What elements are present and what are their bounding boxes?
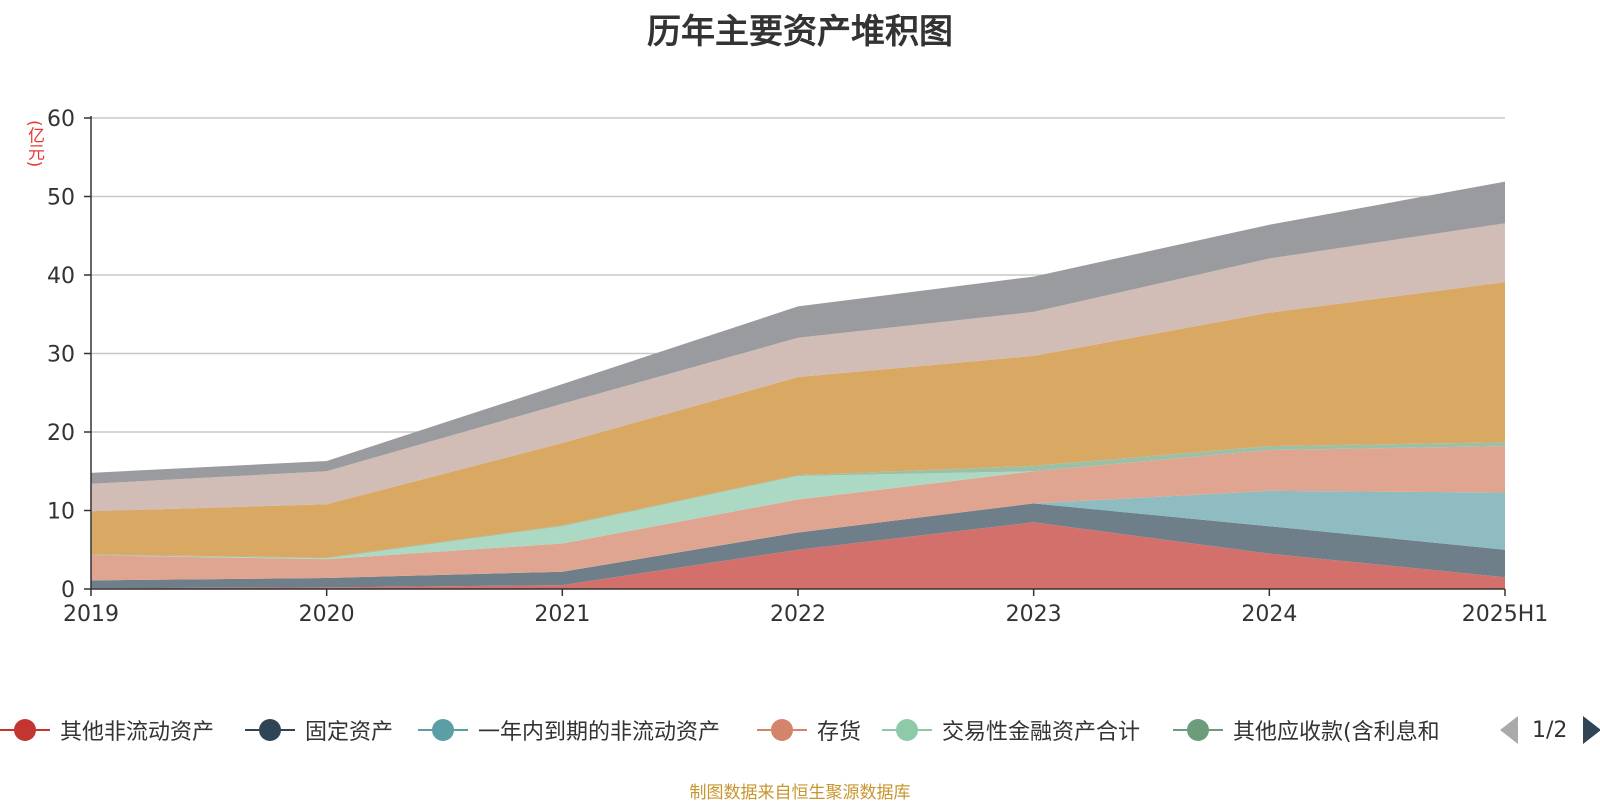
x-tick-label: 2022 — [770, 602, 826, 627]
x-tick-label: 2023 — [1006, 602, 1062, 627]
legend-marker-icon — [418, 712, 468, 748]
legend-label: 一年内到期的非流动资产 — [478, 720, 721, 745]
y-tick-label: 10 — [47, 500, 75, 525]
area-series-2 — [91, 490, 1505, 581]
x-tick-label: 2025H1 — [1462, 602, 1549, 627]
legend-marker-icon — [245, 712, 295, 748]
area-series-1 — [91, 503, 1505, 589]
legend-label: 固定资产 — [305, 720, 394, 745]
area-series-7 — [91, 223, 1505, 512]
area-series-0 — [91, 522, 1505, 589]
legend-item-noncurrent-due-within-year[interactable]: 一年内到期的非流动资产 — [418, 712, 720, 748]
legend-item-fixed-assets[interactable]: 固定资产 — [245, 712, 393, 748]
legend-label: 其他应收款(含利息和 — [1233, 720, 1440, 745]
y-tick-label: 20 — [47, 421, 75, 446]
legend-pager: 1/2 — [1500, 712, 1600, 748]
legend-item-other-receivables[interactable]: 其他应收款(含利息和 — [1173, 712, 1440, 748]
legend-item-other-noncurrent-assets[interactable]: 其他非流动资产 — [0, 712, 214, 748]
area-series-8 — [91, 181, 1505, 484]
x-tick-label: 2019 — [63, 602, 119, 627]
stacked-area-chart: 0 10 20 30 40 50 60 2019 2020 2021 2022 2023 2024 202… — [47, 107, 1549, 627]
y-tick-label: 0 — [61, 578, 75, 603]
x-tick-label: 2021 — [534, 602, 590, 627]
y-tick-label: 40 — [47, 264, 75, 289]
y-axis-unit-label: (亿元) — [24, 120, 44, 168]
y-tick-label: 50 — [47, 186, 75, 211]
y-tick-label: 60 — [47, 107, 75, 132]
legend-marker-icon — [882, 712, 932, 748]
x-tick-label: 2024 — [1241, 602, 1297, 627]
legend-marker-icon — [1173, 712, 1223, 748]
pager-next-icon[interactable] — [1583, 716, 1600, 744]
legend-label: 交易性金融资产合计 — [942, 720, 1141, 745]
legend-marker-icon — [757, 712, 807, 748]
legend-item-trading-financial-assets[interactable]: 交易性金融资产合计 — [882, 712, 1140, 748]
chart-legend: 其他非流动资产 固定资产 一年内到期的非流动资产 存货 交易性金融资产合计 其他… — [0, 712, 1600, 752]
pager-prev-icon[interactable] — [1500, 716, 1518, 744]
x-tick-label: 2020 — [299, 602, 355, 627]
legend-label: 存货 — [817, 720, 862, 745]
area-series-3 — [91, 446, 1505, 581]
legend-label: 其他非流动资产 — [60, 720, 215, 745]
data-source-note: 制图数据来自恒生聚源数据库 — [689, 783, 911, 803]
legend-marker-icon — [0, 712, 50, 748]
y-tick-label: 30 — [47, 343, 75, 368]
pager-page-indicator: 1/2 — [1532, 717, 1568, 743]
area-series-6 — [91, 282, 1505, 558]
chart-title: 历年主要资产堆积图 — [647, 12, 953, 52]
legend-item-inventory[interactable]: 存货 — [757, 712, 861, 748]
